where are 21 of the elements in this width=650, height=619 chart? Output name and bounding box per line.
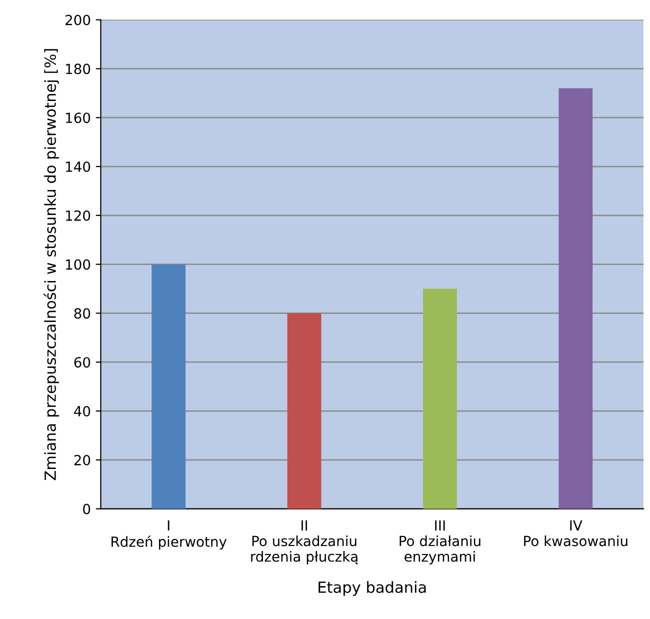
y-tick-label: 0 bbox=[83, 504, 90, 514]
x-tick-label: IV Po kwasowaniu bbox=[524, 520, 628, 546]
y-tick-label: 80 bbox=[74, 308, 90, 319]
bar bbox=[152, 264, 186, 509]
y-axis-title: Zmiana przepuszczalności w stosunku do pierwotnej [%] bbox=[44, 49, 59, 480]
y-tick-label: 180 bbox=[66, 64, 90, 74]
bar bbox=[423, 288, 457, 509]
y-tick-label: 40 bbox=[74, 406, 90, 416]
x-axis-title: Etapy badania bbox=[318, 581, 426, 596]
bar bbox=[558, 88, 593, 509]
x-tick-label: I Rdzeń pierwotny bbox=[112, 520, 227, 550]
bar bbox=[287, 313, 322, 509]
x-tick-label: III Po działaniu enzymami bbox=[400, 520, 480, 564]
y-tick-label: 100 bbox=[66, 259, 90, 270]
y-tick-label: 60 bbox=[74, 357, 90, 368]
y-tick-label: 140 bbox=[66, 161, 90, 172]
y-tick-label: 20 bbox=[74, 454, 90, 466]
y-tick-label: 200 bbox=[66, 14, 90, 26]
y-tick-label: 120 bbox=[66, 210, 90, 221]
x-tick-label: II Po uszkadzaniu rdzenia płuczką bbox=[251, 520, 358, 564]
y-tick-label: 160 bbox=[66, 112, 90, 124]
